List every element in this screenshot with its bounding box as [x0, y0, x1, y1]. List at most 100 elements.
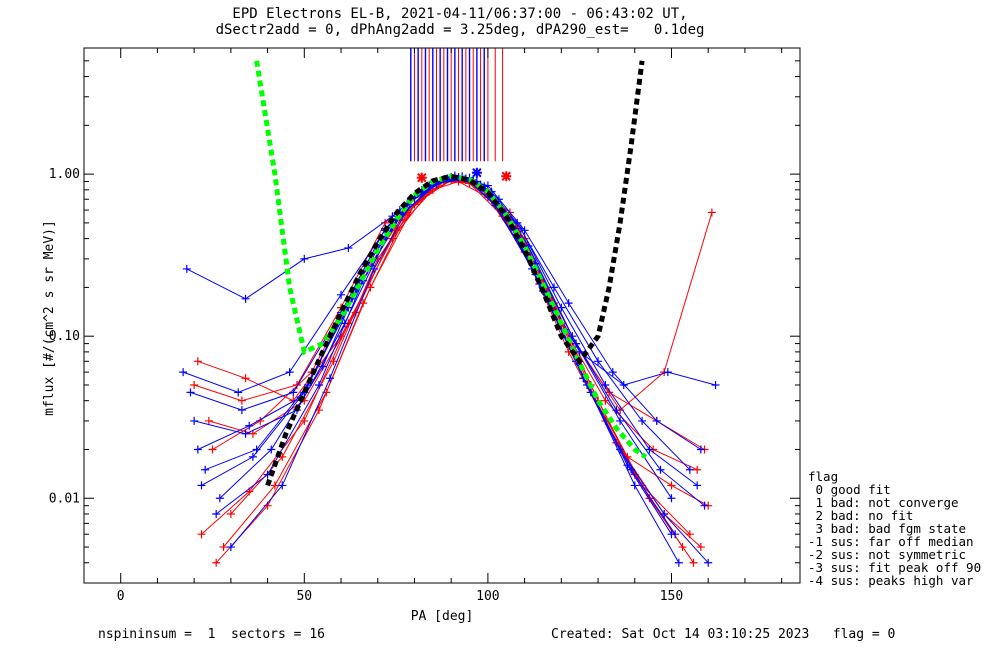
red-fit-peak-marker [416, 172, 427, 183]
y-tick-label: 0.10 [49, 329, 80, 344]
blue-trace-point [516, 224, 525, 233]
black-fit-curve [265, 60, 645, 487]
blue-fit-peak-marker [471, 167, 482, 178]
red-trace-point [707, 208, 716, 217]
blue-trace-point [656, 465, 665, 474]
green-fit-curve [254, 60, 648, 459]
red-trace-point [689, 558, 698, 567]
blue-trace-point [572, 339, 581, 348]
blue-trace-point [601, 380, 610, 389]
blue-trace-line [197, 177, 672, 499]
blue-trace-point [616, 416, 625, 425]
blue-trace-point [344, 244, 353, 253]
blue-trace-point [289, 388, 298, 397]
blue-trace-point [212, 509, 221, 518]
blue-trace-point [513, 218, 522, 227]
red-trace-point [696, 543, 705, 552]
red-trace-point [237, 396, 246, 405]
blue-trace-point [190, 416, 199, 425]
blue-trace-line [219, 177, 676, 535]
blue-trace-point [267, 445, 276, 454]
blue-trace-point [627, 465, 636, 474]
blue-trace-point [182, 264, 191, 273]
footer-nspin-info: nspininsum = 1 sectors = 16 [98, 627, 325, 642]
y-axis-label: mflux [#/(cm^2 s sr MeV)] [42, 220, 57, 416]
blue-trace-point [245, 421, 254, 430]
axes: 0 50 100 150 0.01 0.10 1.00 [49, 47, 800, 604]
blue-trace-point [337, 290, 346, 299]
red-trace-line [230, 177, 694, 564]
red-trace-point [685, 530, 694, 539]
blue-trace-point [700, 501, 709, 510]
blue-trace-point [685, 465, 694, 474]
legend-entry: -4 sus: peaks high var [808, 573, 974, 588]
blue-trace-point [179, 368, 188, 377]
blue-trace-point [226, 543, 235, 552]
blue-trace-point [693, 481, 702, 490]
legend-entry: 1 bad: not converge [808, 495, 959, 510]
peak-vertical-markers [410, 48, 504, 162]
legend-entry: -1 sus: far off median [808, 534, 974, 549]
blue-trace-point [278, 481, 287, 490]
blue-trace-point [608, 368, 617, 377]
blue-trace-point [241, 429, 250, 438]
blue-trace-point [619, 380, 628, 389]
blue-trace-point [186, 388, 195, 397]
blue-trace-point [674, 558, 683, 567]
red-trace-point [190, 380, 199, 389]
blue-trace-point [630, 481, 639, 490]
x-axis-label: PA [deg] [411, 609, 474, 624]
red-trace-line [223, 179, 691, 548]
legend-entry: 0 good fit [808, 482, 891, 497]
blue-trace-point [201, 465, 210, 474]
x-tick-label: 150 [660, 589, 683, 604]
blue-trace-point [237, 406, 246, 415]
red-trace-point [248, 429, 257, 438]
x-tick-label: 100 [476, 589, 499, 604]
legend-title: flag [808, 469, 839, 484]
blue-trace-point [193, 445, 202, 454]
legend-entry: -2 sus: not symmetric [808, 547, 967, 562]
footer-created-info: Created: Sat Oct 14 03:10:25 2023 flag =… [551, 627, 896, 642]
blue-trace-point [248, 452, 257, 461]
red-fit-peak-marker [501, 171, 512, 182]
flag-legend: flag 0 good fit 1 bad: not converge 2 ba… [808, 470, 981, 587]
red-trace-point [219, 543, 228, 552]
blue-trace-point [234, 388, 243, 397]
blue-trace-point [652, 416, 661, 425]
data-traces [179, 171, 720, 567]
red-trace-point [212, 558, 221, 567]
blue-trace-point [704, 558, 713, 567]
plot-frame [83, 47, 801, 584]
blue-trace-point [696, 445, 705, 454]
blue-trace-point [671, 530, 680, 539]
blue-trace-point [252, 445, 261, 454]
red-trace-point [667, 481, 676, 490]
blue-trace-point [667, 494, 676, 503]
red-trace-point [197, 530, 206, 539]
red-trace-line [212, 180, 709, 507]
legend-entry: 2 bad: no fit [808, 508, 914, 523]
fit-curves [254, 60, 648, 487]
blue-trace-point [483, 181, 492, 190]
blue-trace-point [663, 368, 672, 377]
blue-trace-line [201, 178, 709, 564]
blue-trace-point [326, 374, 335, 383]
blue-trace-point [215, 494, 224, 503]
blue-trace-point [645, 445, 654, 454]
blue-trace-line [186, 177, 702, 450]
red-trace-point [226, 509, 235, 518]
blue-trace-point [285, 368, 294, 377]
red-trace-point [678, 543, 687, 552]
chart-title-line2: dSectr2add = 0, dPhAng2add = 3.25deg, dP… [215, 22, 705, 38]
y-tick-label: 0.01 [49, 491, 80, 506]
chart-title-line1: EPD Electrons EL-B, 2021-04-11/06:37:00 … [232, 6, 688, 22]
blue-trace-line [182, 176, 691, 471]
blue-trace-point [197, 481, 206, 490]
blue-trace-point [241, 294, 250, 303]
blue-trace-point [300, 254, 309, 263]
x-tick-label: 50 [296, 589, 312, 604]
x-tick-label: 0 [117, 589, 125, 604]
red-trace-point [208, 445, 217, 454]
